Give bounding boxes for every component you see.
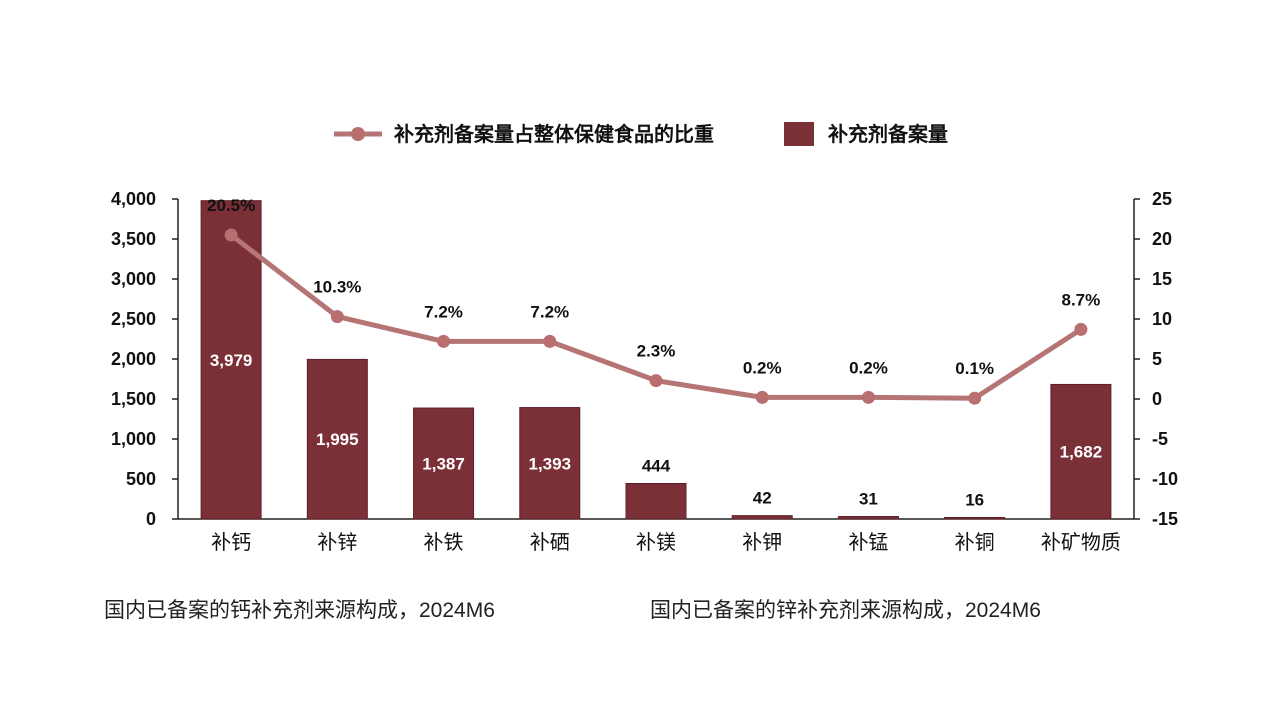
ratio-point xyxy=(649,374,663,388)
bar xyxy=(837,516,899,520)
y-left-tick-label: 2,500 xyxy=(111,309,156,329)
ratio-point xyxy=(968,391,982,405)
ratio-value-label: 0.1% xyxy=(955,359,994,378)
right-caption: 国内已备案的锌补充剂来源构成，2024M6 xyxy=(650,599,1041,622)
bar-value-label: 42 xyxy=(753,489,772,508)
ratio-point xyxy=(755,390,769,404)
ratio-value-label: 20.5% xyxy=(207,196,255,215)
ratio-value-label: 0.2% xyxy=(743,358,782,377)
ratio-value-label: 0.2% xyxy=(849,358,888,377)
x-category-label: 补钙 xyxy=(211,531,251,554)
y-right-tick-label: 15 xyxy=(1152,269,1172,289)
x-category-label: 补镁 xyxy=(636,531,676,554)
ratio-line xyxy=(224,228,1088,405)
ratio-point xyxy=(543,334,557,348)
ratio-point xyxy=(330,310,344,324)
bar xyxy=(944,517,1006,520)
y-left-tick-label: 1,500 xyxy=(111,389,156,409)
x-category-label: 补锌 xyxy=(317,531,357,554)
y-right-tick-label: 10 xyxy=(1152,309,1172,329)
y-left-tick-label: 3,500 xyxy=(111,229,156,249)
bar-value-label: 1,387 xyxy=(422,455,465,474)
legend-line-label: 补充剂备案量占整体保健食品的比重 xyxy=(393,122,714,146)
ratio-value-label: 10.3% xyxy=(313,278,361,297)
legend-marker-swatch xyxy=(351,127,365,141)
ratio-point xyxy=(1074,322,1088,336)
y-left-tick-label: 500 xyxy=(126,469,156,489)
data-labels: 3,979 1,995 1,387 1,393 444 42 31 16 1,682 20.5% 1… xyxy=(207,196,1102,510)
bar-value-label: 444 xyxy=(642,456,671,475)
legend: 补充剂备案量占整体保健食品的比重 补充剂备案量 xyxy=(334,122,948,146)
bars xyxy=(200,200,1112,520)
bar-value-label: 1,995 xyxy=(316,430,359,449)
bar xyxy=(200,200,262,520)
ratio-value-label: 2.3% xyxy=(637,342,676,361)
ratio-value-label: 8.7% xyxy=(1062,290,1101,309)
bar-value-label: 16 xyxy=(965,491,984,510)
x-category-label: 补锰 xyxy=(848,531,888,554)
x-category-label: 补铜 xyxy=(955,531,995,554)
y-left-tick-label: 3,000 xyxy=(111,269,156,289)
bar xyxy=(625,482,687,520)
y-right-tick-label: -15 xyxy=(1152,509,1178,529)
bar-value-label: 3,979 xyxy=(210,351,253,370)
ratio-point xyxy=(861,390,875,404)
y-right-tick-label: 5 xyxy=(1152,349,1162,369)
y-left-tick-label: 2,000 xyxy=(111,349,156,369)
y-right-tick-label: 0 xyxy=(1152,389,1162,409)
y-right-tick-label: 20 xyxy=(1152,229,1172,249)
bar xyxy=(306,358,368,520)
bar-value-label: 1,682 xyxy=(1060,443,1103,462)
y-left-tick-label: 4,000 xyxy=(111,189,156,209)
ratio-value-label: 7.2% xyxy=(530,302,569,321)
x-category-label: 补铁 xyxy=(424,531,464,554)
y-right-tick-label: -5 xyxy=(1152,429,1168,449)
bar xyxy=(519,407,581,520)
x-category-label: 补钾 xyxy=(742,531,782,554)
left-caption: 国内已备案的钙补充剂来源构成，2024M6 xyxy=(104,599,495,622)
y-left-tick-label: 0 xyxy=(146,509,156,529)
ratio-value-label: 7.2% xyxy=(424,302,463,321)
y-left-tick-label: 1,000 xyxy=(111,429,156,449)
legend-bar-swatch xyxy=(784,122,814,146)
bar-value-label: 1,393 xyxy=(529,454,572,473)
x-category-label: 补矿物质 xyxy=(1041,531,1121,554)
ratio-point xyxy=(437,334,451,348)
bar xyxy=(1050,383,1112,520)
bar-value-label: 31 xyxy=(859,490,878,509)
bar xyxy=(413,407,475,520)
legend-bar-label: 补充剂备案量 xyxy=(827,122,948,146)
ratio-point xyxy=(224,228,238,242)
y-right-tick-label: -10 xyxy=(1152,469,1178,489)
y-right-tick-label: 25 xyxy=(1152,189,1172,209)
bar xyxy=(731,515,793,520)
x-category-label: 补硒 xyxy=(530,531,570,554)
